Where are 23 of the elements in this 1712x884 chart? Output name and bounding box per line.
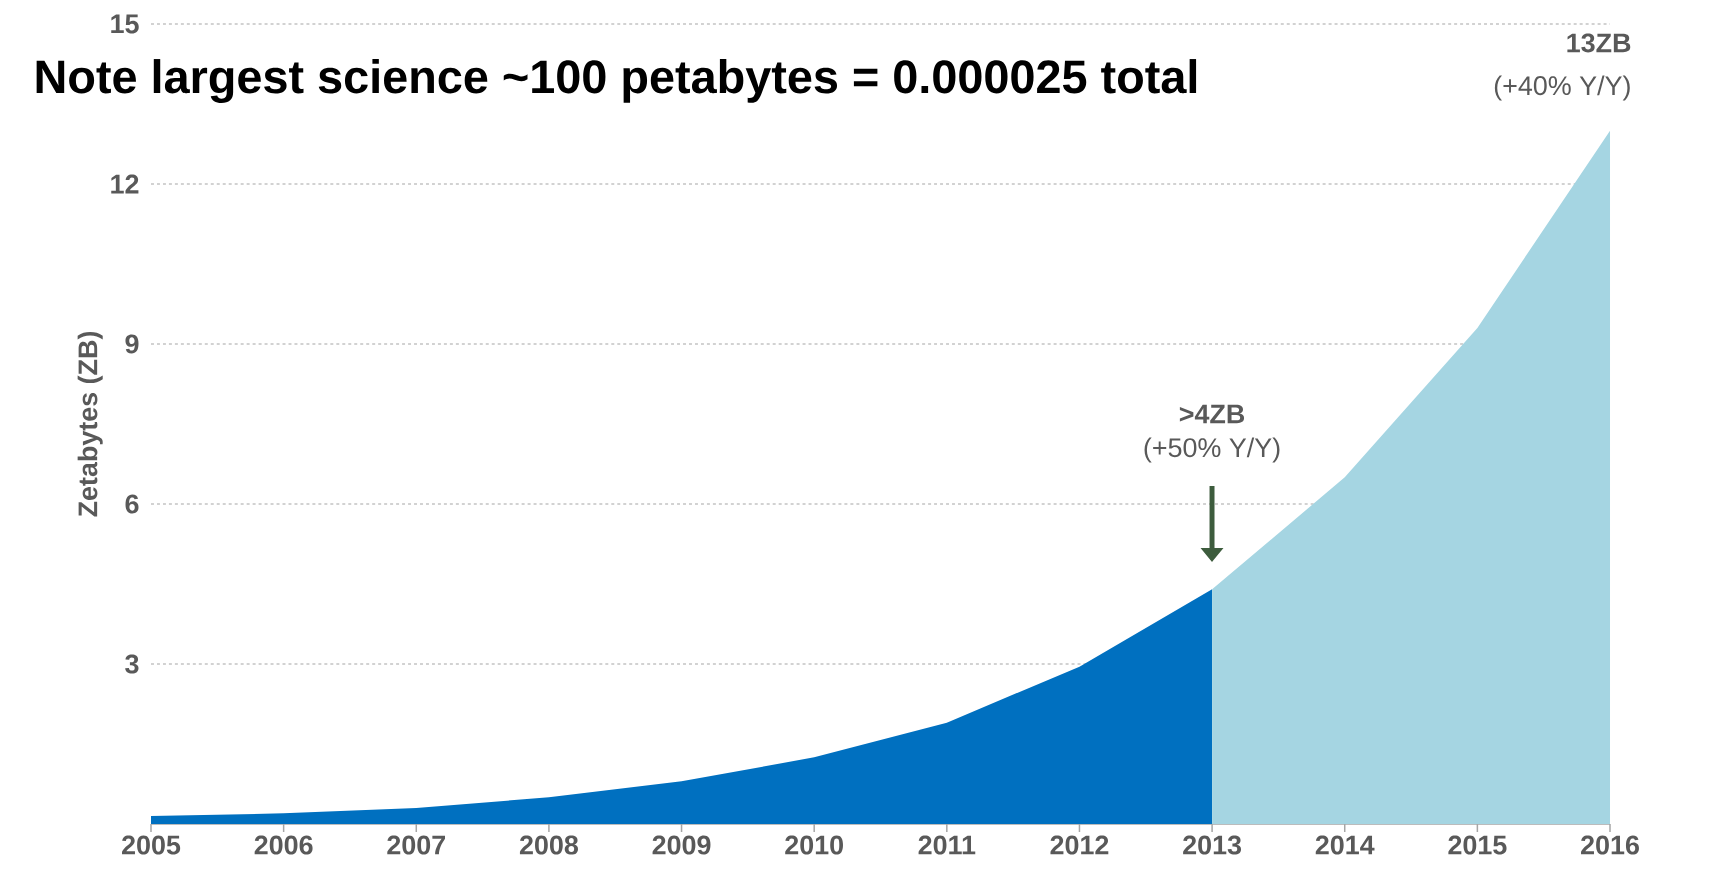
x-tick-label: 2010 xyxy=(785,835,843,855)
x-tick-label: 2007 xyxy=(387,835,445,855)
annotation: Note largest science ~100 petabytes = 0.000025 total xyxy=(36,59,1197,103)
x-tick-label: 2011 xyxy=(918,835,976,855)
annotation: 13ZB xyxy=(1567,33,1631,53)
x-tick-label: 2013 xyxy=(1183,835,1242,855)
y-tick-label: 3 xyxy=(125,654,139,674)
y-tick-label: 12 xyxy=(111,174,139,194)
y-tick-label: 9 xyxy=(125,334,139,354)
x-tick-label: 2005 xyxy=(122,835,181,855)
y-tick-label: 6 xyxy=(125,494,139,514)
annotation: (+50% Y/Y) xyxy=(1144,437,1280,463)
x-tick-label: 2016 xyxy=(1581,835,1639,855)
x-tick-label: 2006 xyxy=(254,835,313,855)
x-tick-label: 2014 xyxy=(1315,835,1375,855)
x-tick-label: 2008 xyxy=(519,835,578,855)
x-tick-label: 2009 xyxy=(652,835,711,855)
x-tick-label: 2015 xyxy=(1448,835,1507,855)
x-tick-label: 2012 xyxy=(1050,835,1109,855)
annotation: (+40% Y/Y) xyxy=(1494,75,1630,101)
y-tick-label: 15 xyxy=(111,14,139,34)
annotation: >4ZB xyxy=(1179,404,1245,424)
y-axis-title: Zetabytes (ZB) xyxy=(77,331,103,517)
